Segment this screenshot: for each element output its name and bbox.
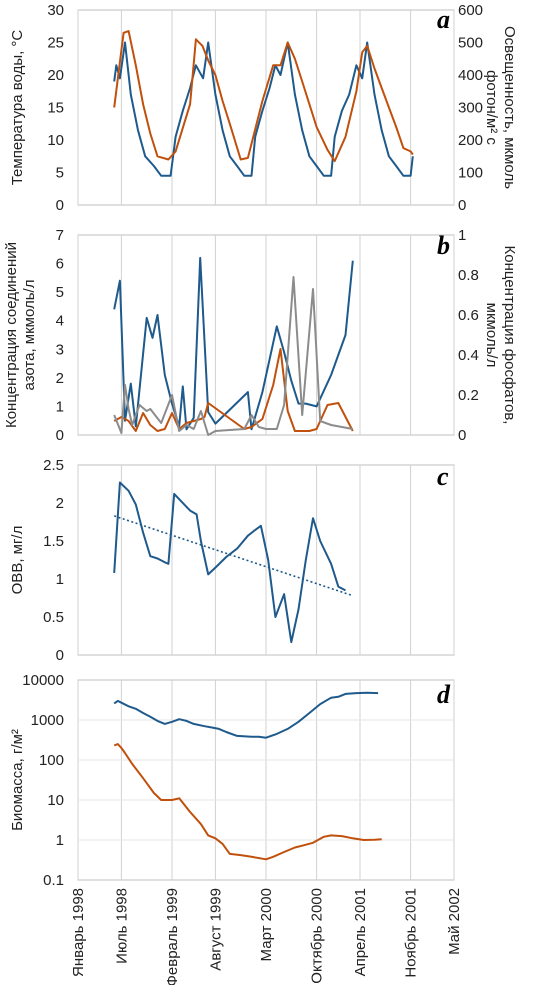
panel-label: c: [437, 462, 449, 491]
x-tick-label: Март 2000: [258, 888, 275, 961]
y-axis-label: Концентрация соединенийазота, мкмоль/л: [3, 242, 38, 428]
x-tick-label: Ноябрь 2001: [403, 888, 420, 978]
y-tick-label: 15: [47, 100, 64, 117]
y-tick-label: 2.5: [43, 457, 64, 474]
y-tick-label: 0: [56, 647, 64, 664]
y-tick-label: 2: [56, 370, 64, 387]
y-tick-label: 2: [56, 495, 64, 512]
y-tick-label: 3: [56, 341, 64, 358]
x-tick-label: Январь 1998: [70, 888, 87, 977]
y2-tick-label: 0: [458, 197, 466, 214]
y2-tick-label: 0.2: [458, 387, 479, 404]
panel-label: b: [437, 231, 450, 260]
x-tick-label: Май 2002: [446, 888, 463, 955]
series-line-orange: [113, 743, 382, 861]
y2-tick-label: 0.4: [458, 347, 479, 364]
y-tick-label: 20: [47, 67, 64, 84]
y-tick-label: 1.5: [43, 533, 64, 550]
y2-axis-label: Концентрация фосфатов,мкмоль/л: [483, 246, 518, 425]
series-line-blue: [113, 41, 414, 177]
y-tick-label: 25: [47, 35, 64, 52]
series-line-blue: [113, 481, 346, 644]
panel-label: d: [437, 680, 451, 709]
y-tick-label: 4: [56, 313, 64, 330]
y-tick-label: 0: [56, 427, 64, 444]
panel-label: a: [437, 5, 450, 34]
y2-axis-label: Освещенность, мкмольфотон/м² с: [483, 26, 518, 189]
x-tick-label: Октябрь 2000: [309, 888, 326, 984]
y2-tick-label: 600: [458, 2, 483, 19]
trend-line: [113, 515, 354, 597]
panel-a: 0510152025300100200300400500600Температу…: [9, 2, 518, 214]
x-axis: Январь 1998 Июль 1998 Февраль 1999 Август 1…: [70, 888, 463, 985]
panel-c: 0 0.5 1 1.5 2 2.5 ОВВ, мг/л c: [9, 457, 455, 664]
y2-tick-label: 1: [458, 227, 466, 244]
y-tick-label: 1: [56, 398, 64, 415]
y-axis-label: ОВВ, мг/л: [9, 526, 26, 595]
x-tick-label: Февраль 1999: [164, 888, 181, 985]
y2-tick-label: 0.6: [458, 307, 479, 324]
y-tick-label: 7: [56, 227, 64, 244]
y-tick-label: 0: [56, 197, 64, 214]
series-line-orange: [113, 348, 354, 432]
y-axis-label: Температура воды, °С: [9, 30, 26, 186]
y-axis-label: Биомасса, г/м²: [9, 729, 26, 831]
y-tick-label: 1: [56, 832, 64, 849]
y-tick-label: 1000: [31, 712, 64, 729]
y2-tick-label: 100: [458, 165, 483, 182]
y-tick-label: 6: [56, 256, 64, 273]
y2-tick-label: 500: [458, 35, 483, 52]
y2-tick-label: 400: [458, 67, 483, 84]
y-tick-label: 10: [47, 132, 64, 149]
y-tick-label: 10: [47, 792, 64, 809]
panel-b: 0 1 2 3 4 5 6 7 0 0.2 0.4 0.6 0.8 1 Концентрация соеди…: [3, 227, 518, 444]
x-tick-label: Август 1999: [207, 888, 224, 971]
y2-tick-label: 0: [458, 427, 466, 444]
y-tick-label: 1: [56, 571, 64, 588]
y-tick-label: 100: [39, 752, 64, 769]
y2-tick-label: 0.8: [458, 267, 479, 284]
panel-d: 0.1 1 10 100 1000 10000 Биомасса, г/м² d: [9, 672, 455, 889]
y-tick-label: 5: [56, 284, 64, 301]
x-tick-label: Июль 1998: [113, 888, 130, 964]
series-line-blue: [113, 691, 379, 739]
y-tick-label: 5: [56, 165, 64, 182]
y-tick-label: 0.5: [43, 609, 64, 626]
y-tick-label: 30: [47, 2, 64, 19]
series-line-orange: [113, 30, 414, 163]
x-tick-label: Апрель 2001: [352, 888, 369, 976]
y-tick-label: 0.1: [43, 872, 64, 889]
y2-tick-label: 200: [458, 132, 483, 149]
y-tick-label: 10000: [22, 672, 64, 689]
series-line-gray: [113, 276, 353, 436]
y2-tick-label: 300: [458, 100, 483, 117]
